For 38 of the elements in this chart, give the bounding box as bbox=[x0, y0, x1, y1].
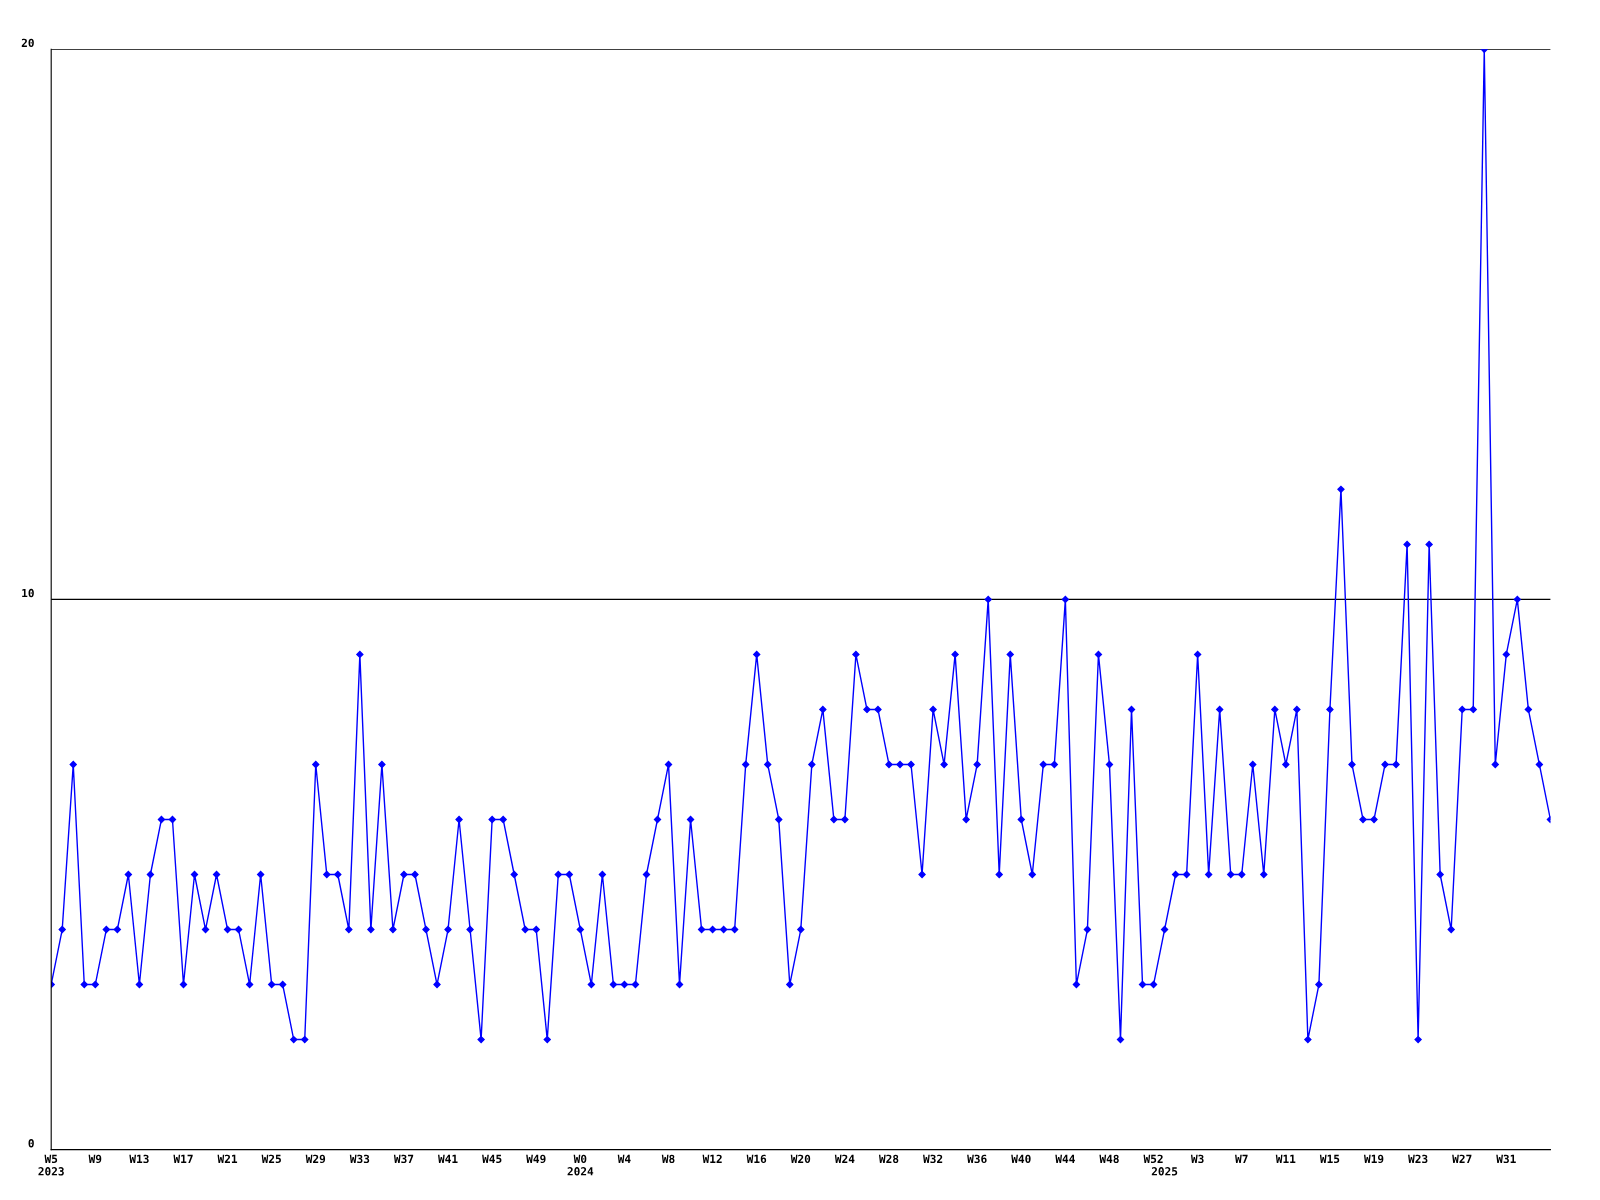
x-tick-label: W27 bbox=[1452, 1154, 1472, 1163]
y-tick-label: 10 bbox=[22, 588, 34, 598]
x-tick-label: W41 bbox=[438, 1154, 458, 1163]
x-tick-label: W12 bbox=[702, 1154, 722, 1163]
x-tick-label: W52 bbox=[1143, 1154, 1163, 1164]
x-tick-label: W44 bbox=[1055, 1154, 1075, 1163]
x-tick-label: W5 2023 bbox=[38, 1154, 64, 1176]
x-tick-label: W7 bbox=[1235, 1154, 1248, 1163]
x-tick-label: 2025 bbox=[1151, 1167, 1178, 1176]
x-tick-label: W24 bbox=[834, 1154, 855, 1163]
x-tick-label: W45 bbox=[482, 1154, 502, 1164]
x-tick-label: W11 bbox=[1275, 1154, 1296, 1163]
x-tick-label: W3 bbox=[1190, 1154, 1204, 1164]
x-tick-label: W31 bbox=[1496, 1154, 1516, 1164]
x-tick-label: W16 bbox=[746, 1154, 767, 1164]
x-tick-label: W36 bbox=[967, 1154, 987, 1164]
x-tick-label: W15 bbox=[1319, 1154, 1340, 1164]
x-tick-label: W25 bbox=[261, 1154, 281, 1164]
x-tick-label: W4 bbox=[617, 1154, 631, 1163]
x-tick-label: W23 bbox=[1408, 1154, 1428, 1164]
x-tick-label: W21 bbox=[217, 1154, 238, 1163]
x-tick-label: W19 bbox=[1363, 1154, 1384, 1164]
x-tick-label: W33 bbox=[349, 1154, 370, 1164]
x-tick-label: W8 bbox=[661, 1154, 675, 1164]
x-tick-label: W0 2024 bbox=[567, 1154, 594, 1176]
x-tick-label: W9 bbox=[88, 1154, 102, 1164]
x-tick-label: W48 bbox=[1099, 1154, 1119, 1164]
x-tick-label: W29 bbox=[305, 1154, 326, 1164]
x-tick-label: W28 bbox=[878, 1154, 899, 1164]
x-tick-label: W49 bbox=[526, 1154, 546, 1164]
x-tick-label: W40 bbox=[1011, 1154, 1031, 1164]
y-tick-label: 0 bbox=[28, 1139, 34, 1148]
x-tick-label: W13 bbox=[129, 1154, 149, 1164]
x-tick-label: W37 bbox=[393, 1154, 414, 1164]
x-tick-label: W32 bbox=[923, 1154, 943, 1164]
y-tick-label: 20 bbox=[21, 38, 34, 48]
x-tick-label: W20 bbox=[790, 1154, 811, 1164]
x-tick-label: W17 bbox=[173, 1154, 193, 1163]
